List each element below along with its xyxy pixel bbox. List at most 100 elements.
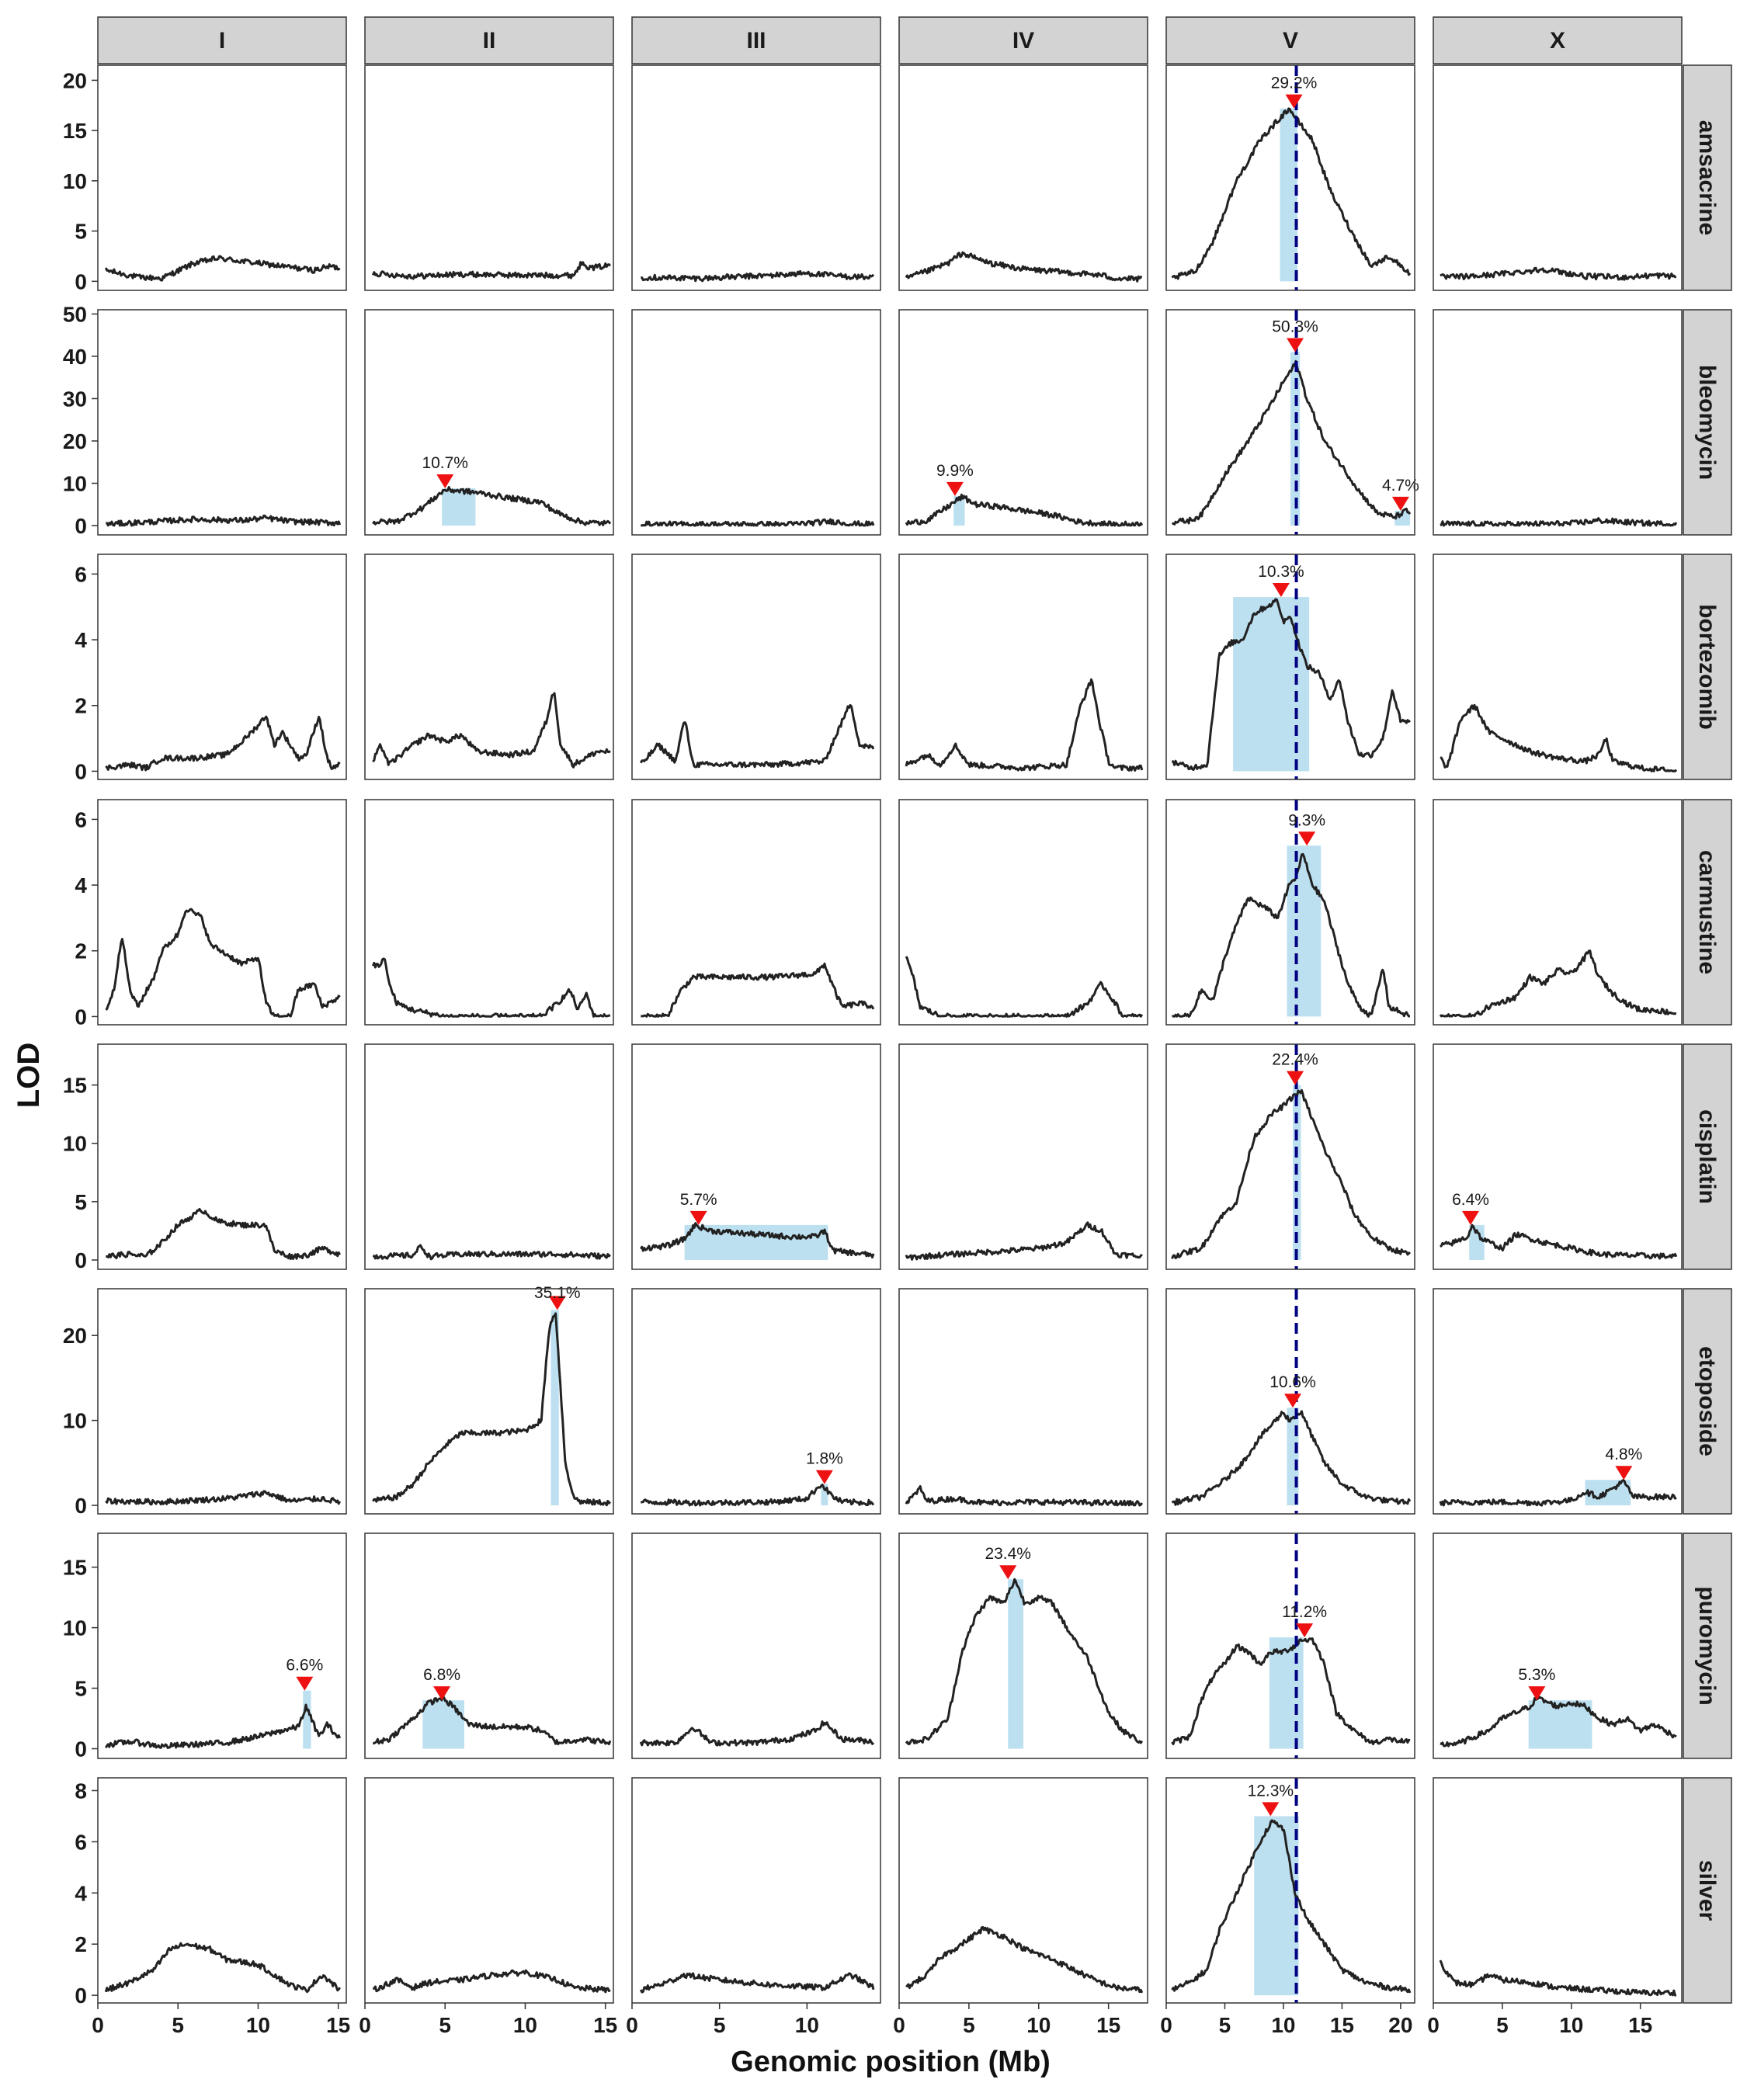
- x-tick-label: 5: [1496, 2013, 1509, 2037]
- panel-etoposide-X: 4.8%: [1433, 1288, 1683, 1515]
- x-tick-label: 15: [1330, 2013, 1354, 2037]
- x-tick-label: 5: [172, 2013, 184, 2037]
- qtl-interval: [1528, 1700, 1592, 1749]
- panel-silver-IV: [898, 1777, 1148, 2004]
- panel-cisplatin-IV: [898, 1043, 1148, 1270]
- lod-curve: [372, 1312, 612, 1507]
- x-axis-title: Genomic position (Mb): [731, 2046, 1051, 2078]
- row-strip-label: puromycin: [1694, 1586, 1720, 1705]
- qtl-peak-marker: [1285, 94, 1303, 109]
- lod-curve: [905, 493, 1144, 527]
- lod-curve: [372, 1695, 612, 1746]
- lod-curve: [371, 261, 612, 280]
- y-tick-label: 5: [75, 1677, 87, 1701]
- y-axis-silver: 0 2 4 6 8: [75, 1779, 98, 2008]
- panel-silver-V: 12.3%: [1165, 1777, 1415, 2004]
- lod-curve: [1171, 359, 1412, 526]
- qtl-variance-label: 5.3%: [1518, 1666, 1555, 1684]
- qtl-variance-label: 10.3%: [1258, 563, 1304, 581]
- panel-bleomycin-IV: 9.9%: [898, 309, 1148, 536]
- y-tick-label: 10: [63, 1132, 87, 1156]
- x-tick-label: 15: [593, 2013, 617, 2037]
- qtl-variance-label: 6.4%: [1452, 1191, 1489, 1209]
- y-tick-label: 0: [75, 1005, 87, 1029]
- x-axis-II: 0 5 10 15: [359, 2003, 617, 2037]
- y-axis-bortezomib: 0 2 4 6: [75, 562, 98, 783]
- row-strip-label: amsacrine: [1694, 120, 1720, 235]
- lod-curve: [372, 1969, 611, 1994]
- lod-curve: [640, 1483, 875, 1507]
- y-tick-label: 15: [63, 1556, 87, 1580]
- qtl-interval: [1269, 1637, 1304, 1749]
- x-tick-label: 0: [1427, 2013, 1440, 2037]
- x-tick-label: 10: [246, 2013, 270, 2037]
- qtl-variance-label: 4.8%: [1605, 1446, 1642, 1463]
- lod-curve: [371, 957, 610, 1018]
- x-tick-label: 0: [359, 2013, 371, 2037]
- qtl-peak-marker: [1528, 1686, 1546, 1701]
- panel-silver-II: [364, 1777, 614, 2004]
- row-strip-label: bortezomib: [1694, 604, 1720, 730]
- x-tick-label: 10: [1271, 2013, 1295, 2037]
- qtl-interval: [1469, 1224, 1485, 1260]
- panel-cisplatin-X: 6.4%: [1433, 1043, 1683, 1270]
- qtl-peak-marker: [999, 1565, 1017, 1580]
- qtl-interval: [1254, 1816, 1299, 1996]
- lod-curve: [905, 251, 1143, 283]
- qtl-peak-marker: [1296, 1623, 1314, 1638]
- y-tick-label: 15: [63, 119, 87, 143]
- panel-bleomycin-II: 10.7%: [364, 309, 614, 536]
- panel-cisplatin-I: [97, 1043, 347, 1270]
- lod-curve: [1171, 1819, 1412, 1994]
- panel-silver-III: [631, 1777, 881, 2004]
- y-tick-label: 8: [75, 1779, 87, 1803]
- y-tick-label: 10: [63, 169, 87, 193]
- column-strip-label: IV: [1012, 28, 1034, 54]
- panel-carmustine-III: [631, 799, 881, 1026]
- x-axis-V: 0 5 10 15 20: [1160, 2003, 1412, 2037]
- x-axis-III: 0 5 10: [626, 2003, 819, 2037]
- column-strip-III: III: [631, 16, 881, 64]
- y-tick-label: 6: [75, 1830, 87, 1854]
- lod-curve: [372, 1244, 611, 1261]
- panel-puromycin-X: 5.3%: [1433, 1532, 1683, 1759]
- y-axis-puromycin: 0 5 10 15: [63, 1556, 98, 1762]
- row-strip-bortezomib: bortezomib: [1683, 554, 1732, 780]
- y-tick-label: 0: [75, 514, 87, 538]
- qtl-variance-label: 5.7%: [680, 1191, 717, 1209]
- y-tick-label: 5: [75, 1190, 87, 1214]
- qtl-variance-label: 29.2%: [1271, 75, 1318, 92]
- x-axis-IV: 0 5 10 15: [893, 2003, 1120, 2037]
- qtl-peak-marker: [436, 474, 454, 489]
- panel-amsacrine-I: [97, 64, 347, 291]
- y-tick-label: 20: [63, 68, 87, 92]
- panel-bortezomib-IV: [898, 554, 1148, 780]
- panel-bleomycin-I: [97, 309, 347, 536]
- y-tick-label: 4: [75, 628, 87, 652]
- lod-curve: [1440, 1696, 1677, 1748]
- x-tick-label: 5: [439, 2013, 451, 2037]
- lod-curve: [105, 1703, 342, 1749]
- qtl-variance-label: 12.3%: [1248, 1782, 1294, 1800]
- panel-silver-I: [97, 1777, 347, 2004]
- x-tick-label: 0: [626, 2013, 638, 2037]
- panel-amsacrine-V: 29.2%: [1165, 64, 1415, 291]
- qtl-peak-marker: [433, 1686, 451, 1701]
- y-axis-title: LOD: [12, 1043, 46, 1108]
- y-tick-label: 2: [75, 939, 87, 963]
- qtl-peak-marker: [296, 1676, 314, 1691]
- lod-curve: [641, 269, 875, 283]
- row-strip-label: silver: [1694, 1860, 1720, 1921]
- lod-curve: [104, 255, 341, 282]
- qtl-peak-marker: [1284, 1394, 1302, 1408]
- y-tick-label: 5: [75, 220, 87, 244]
- row-strip-label: bleomycin: [1694, 365, 1720, 480]
- qtl-peak-marker: [1298, 831, 1316, 846]
- qtl-interval: [550, 1310, 559, 1506]
- y-tick-label: 4: [75, 873, 87, 897]
- row-strip-carmustine: carmustine: [1683, 799, 1732, 1026]
- lod-curve: [1440, 517, 1678, 527]
- qtl-variance-label: 10.7%: [422, 454, 468, 472]
- qtl-variance-label: 23.4%: [985, 1545, 1031, 1563]
- row-strip-label: carmustine: [1694, 850, 1720, 974]
